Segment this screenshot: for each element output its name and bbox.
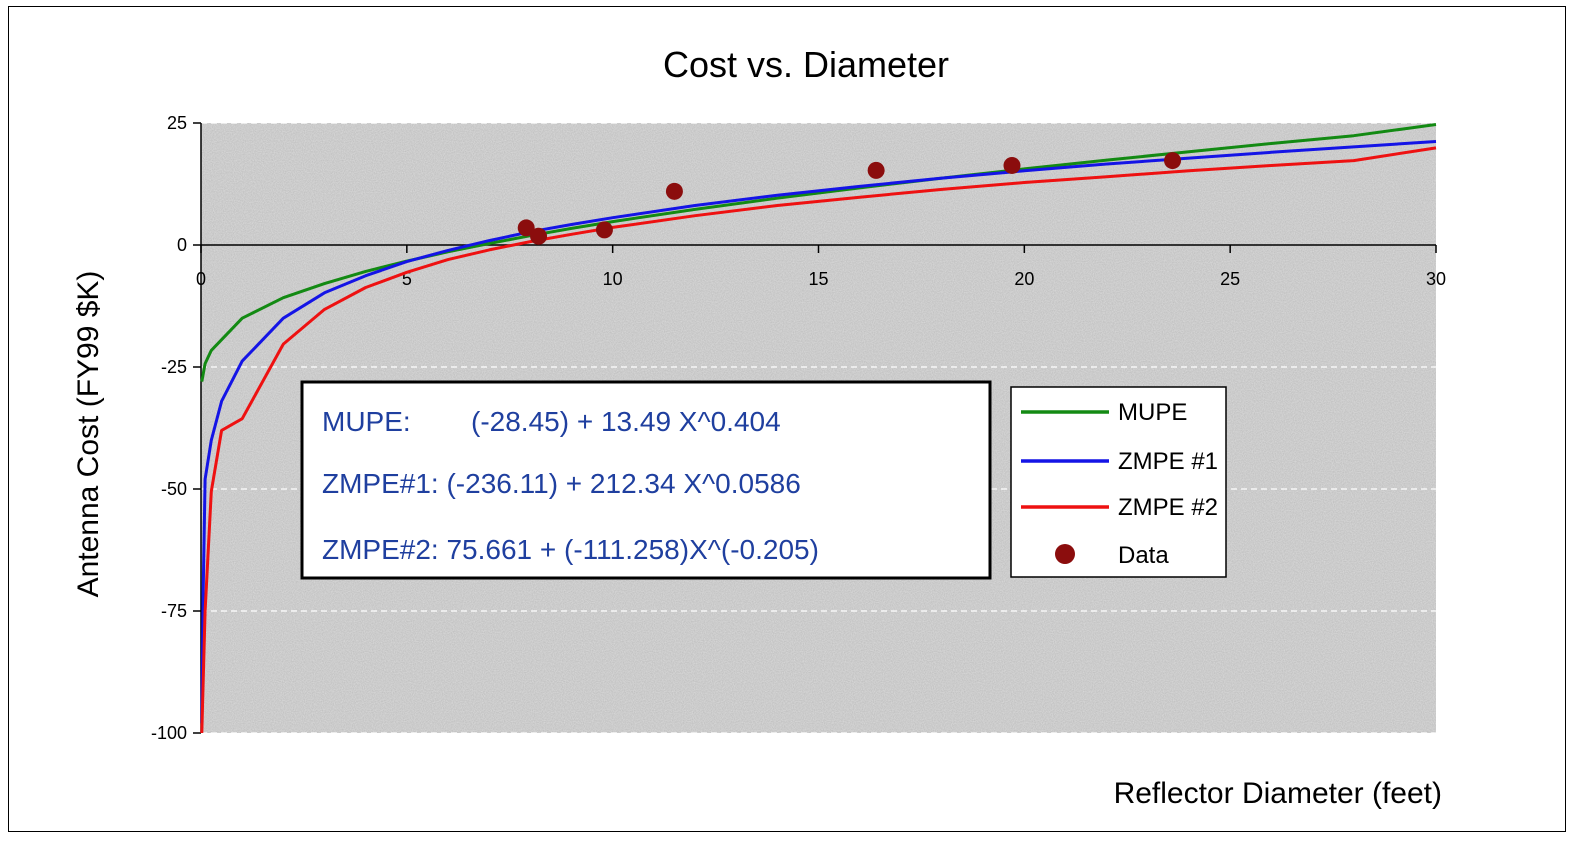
equation-zmpe1: ZMPE#1: (-236.11) + 212.34 X^0.0586 (322, 468, 801, 499)
legend-swatch-data (1055, 544, 1075, 564)
x-tick-label-5: 25 (1220, 269, 1240, 289)
series-line-zmpe-2 (200, 146, 1437, 734)
equation-box: MUPE: (-28.45) + 13.49 X^0.404 ZMPE#1: (… (300, 380, 992, 580)
y-tick-label-5: -100 (151, 723, 187, 743)
legend: MUPE ZMPE #1 ZMPE #2 Data (1010, 386, 1227, 578)
y-tick-label-0: 25 (167, 113, 187, 133)
x-tick-label-6: 30 (1426, 269, 1446, 289)
y-tick-label-4: -75 (161, 601, 187, 621)
equation-mupe-formula: (-28.45) + 13.49 X^0.404 (471, 406, 781, 437)
data-point-5 (1003, 156, 1021, 174)
equation-zmpe2: ZMPE#2: 75.661 + (-111.258)X^(-0.205) (322, 534, 819, 565)
data-point-0 (517, 219, 535, 237)
legend-label-mupe: MUPE (1118, 399, 1187, 426)
data-point-3 (665, 182, 683, 200)
x-tick-label-3: 15 (808, 269, 828, 289)
data-point-2 (595, 221, 613, 239)
x-axis-title: Reflector Diameter (feet) (1114, 777, 1442, 810)
x-tick-label-0: 0 (196, 269, 206, 289)
equation-mupe-label: MUPE: (322, 406, 411, 437)
x-tick-label-4: 20 (1014, 269, 1034, 289)
y-tick-label-2: -25 (161, 357, 187, 377)
chart-title: Cost vs. Diameter (663, 44, 949, 85)
data-point-4 (867, 161, 885, 179)
y-tick-label-3: -50 (161, 479, 187, 499)
chart-svg: Cost vs. Diameter 25 0 -25 -50 -75 -100 0 5 10 15… (72, 44, 1446, 810)
equation-box-frame (300, 380, 992, 580)
legend-label-data: Data (1118, 542, 1169, 569)
data-point-1 (530, 227, 548, 245)
x-tick-label-1: 5 (402, 269, 412, 289)
legend-label-zmpe1: ZMPE #1 (1118, 448, 1218, 475)
legend-label-zmpe2: ZMPE #2 (1118, 494, 1218, 521)
y-tick-label-1: 0 (177, 235, 187, 255)
x-tick-label-2: 10 (603, 269, 623, 289)
y-axis-title: Antenna Cost (FY99 $K) (72, 271, 105, 598)
chart-frame: Cost vs. Diameter 25 0 -25 -50 -75 -100 0 5 10 15… (8, 6, 1566, 832)
series-line-mupe (200, 123, 1437, 382)
data-point-6 (1164, 152, 1182, 170)
legend-frame (1010, 386, 1227, 578)
